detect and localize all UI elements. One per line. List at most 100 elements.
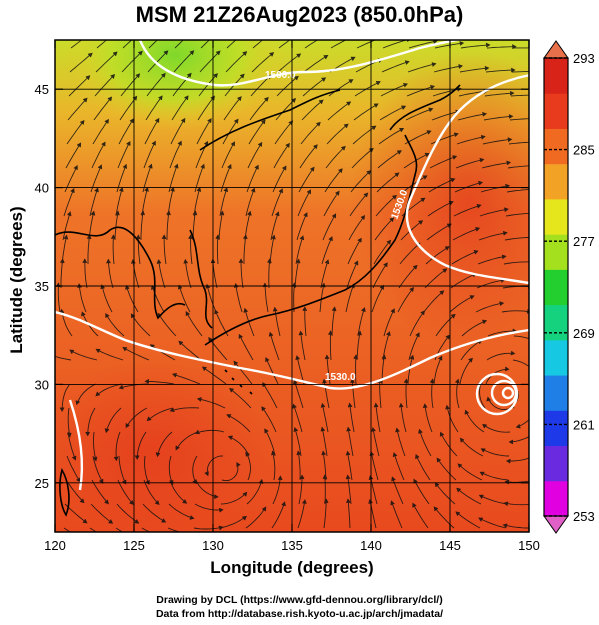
streamline bbox=[345, 284, 355, 313]
streamline-arrow bbox=[134, 519, 140, 524]
streamline bbox=[122, 40, 133, 49]
streamline-arrow bbox=[302, 499, 307, 504]
streamline-arrow bbox=[70, 188, 75, 193]
streamline-arrow bbox=[473, 250, 479, 255]
streamline bbox=[163, 235, 167, 265]
streamline bbox=[248, 119, 266, 145]
streamline bbox=[374, 217, 394, 241]
coastline-japan bbox=[204, 134, 418, 346]
streamline-arrow bbox=[373, 103, 379, 108]
streamline bbox=[170, 118, 186, 145]
streamline bbox=[277, 53, 301, 73]
streamline bbox=[408, 40, 437, 49]
streamline-arrow bbox=[161, 518, 167, 523]
streamline-arrow bbox=[118, 384, 124, 390]
streamline bbox=[89, 527, 98, 532]
streamline bbox=[120, 73, 140, 97]
streamline-arrow bbox=[341, 145, 346, 151]
streamline bbox=[322, 213, 336, 241]
streamline bbox=[481, 161, 511, 169]
streamline bbox=[505, 480, 529, 483]
streamline bbox=[436, 458, 457, 481]
streamline-arrow bbox=[169, 407, 175, 413]
tick-labels: 120 125 130 135 140 145 150 25 30 35 40 45 bbox=[35, 82, 540, 553]
streamline-arrow bbox=[200, 163, 205, 169]
streamline-arrow bbox=[172, 372, 177, 378]
streamline bbox=[325, 146, 346, 169]
streamline-arrow bbox=[386, 331, 391, 336]
streamline-arrow bbox=[536, 93, 540, 97]
streamline bbox=[479, 208, 508, 217]
streamline bbox=[61, 383, 71, 412]
streamline-arrow bbox=[155, 117, 160, 123]
streamline-arrow bbox=[299, 235, 305, 241]
streamline-arrow bbox=[192, 210, 198, 216]
streamline-arrow bbox=[346, 426, 351, 432]
streamline bbox=[479, 380, 486, 409]
streamline-arrow bbox=[438, 355, 443, 361]
streamline-arrow bbox=[189, 515, 195, 520]
streamline bbox=[512, 359, 529, 368]
streamline-arrow bbox=[321, 77, 327, 82]
streamline-arrow bbox=[63, 234, 69, 240]
streamline-arrow bbox=[515, 423, 521, 429]
streamline-arrow bbox=[328, 236, 333, 242]
streamline-arrow bbox=[293, 379, 298, 385]
streamline-arrow bbox=[386, 239, 392, 245]
streamline-arrow bbox=[383, 262, 388, 268]
streamline-arrow bbox=[348, 79, 354, 84]
streamline bbox=[174, 40, 184, 49]
streamline-arrow bbox=[476, 203, 482, 209]
streamline-arrow bbox=[464, 409, 469, 415]
streamline bbox=[69, 53, 93, 73]
streamline bbox=[398, 265, 418, 289]
colorbar-tick-label: 253 bbox=[573, 509, 595, 524]
streamline-arrow bbox=[564, 47, 568, 51]
streamline-arrow bbox=[504, 366, 510, 372]
streamline-arrow bbox=[510, 67, 516, 73]
streamline-arrow bbox=[371, 426, 376, 432]
streamline-arrow bbox=[323, 498, 329, 504]
streamline bbox=[536, 384, 540, 412]
streamline-arrow bbox=[82, 97, 88, 103]
streamline-arrow bbox=[181, 117, 186, 123]
streamline bbox=[510, 94, 529, 97]
streamline bbox=[348, 215, 365, 241]
streamline bbox=[173, 50, 194, 73]
streamline-arrow bbox=[163, 50, 169, 55]
streamline-arrow bbox=[484, 65, 490, 71]
streamline bbox=[66, 120, 85, 145]
streamline bbox=[218, 211, 224, 241]
streamline bbox=[376, 172, 399, 193]
streamline bbox=[353, 103, 379, 121]
streamline bbox=[261, 406, 277, 433]
streamline-arrow bbox=[178, 340, 184, 346]
streamline-arrow bbox=[532, 187, 536, 191]
streamline-arrow bbox=[192, 28, 196, 32]
streamline-arrow bbox=[293, 427, 299, 432]
streamline-arrow bbox=[174, 163, 179, 169]
streamline-arrow bbox=[111, 539, 115, 543]
streamline-arrow bbox=[285, 142, 290, 148]
streamline bbox=[233, 361, 253, 385]
streamline-arrow bbox=[468, 357, 473, 363]
streamline-arrow bbox=[213, 494, 219, 499]
streamline bbox=[375, 195, 397, 217]
streamline bbox=[304, 307, 307, 337]
coastline-korea bbox=[189, 229, 213, 329]
streamline bbox=[228, 436, 250, 457]
colorbar-segment bbox=[544, 445, 568, 482]
contour-1530-east bbox=[405, 73, 529, 285]
streamline bbox=[170, 407, 200, 412]
streamline bbox=[356, 40, 377, 49]
streamline bbox=[240, 259, 244, 289]
streamline bbox=[114, 211, 119, 241]
streamline bbox=[292, 404, 303, 433]
streamline bbox=[480, 471, 509, 481]
streamline-arrow bbox=[227, 435, 233, 440]
streamline-arrow bbox=[236, 461, 241, 467]
credit-drawing: Drawing by DCL (https://www.gfd-dennou.o… bbox=[156, 594, 443, 606]
streamline-arrow bbox=[479, 157, 485, 163]
streamline bbox=[264, 283, 269, 313]
streamline bbox=[430, 133, 459, 145]
